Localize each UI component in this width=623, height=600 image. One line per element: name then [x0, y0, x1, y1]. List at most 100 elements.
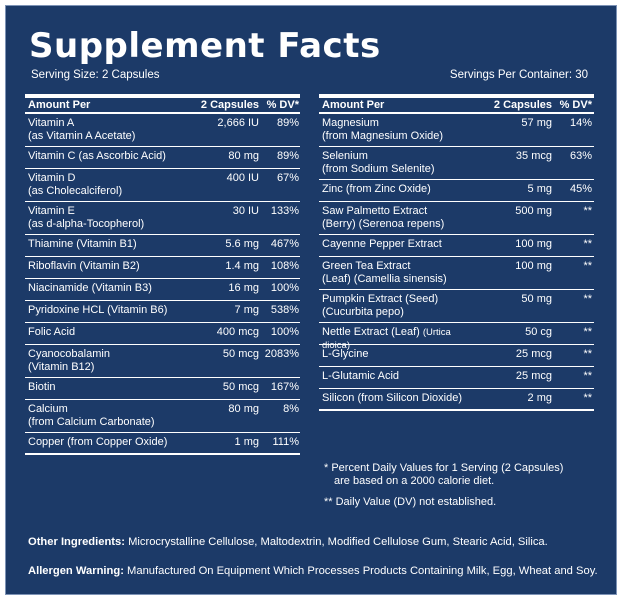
nutrient-amount: 50 mg	[521, 293, 552, 305]
header-dv: % DV*	[266, 99, 299, 111]
nutrient-name-text: Niacinamide (Vitamin B3)	[28, 282, 152, 294]
nutrient-row: Vitamin E (as d-alpha-Tocopherol) 30 IU 133…	[25, 202, 300, 235]
nutrient-row: Copper (from Copper Oxide) 1 mg 111%	[25, 433, 300, 455]
nutrient-row: Thiamine (Vitamin B1) 5.6 mg 467%	[25, 235, 300, 257]
nutrient-row: Folic Acid 400 mcg 100%	[25, 323, 300, 345]
allergen-warning-text: Manufactured On Equipment Which Processe…	[127, 565, 598, 577]
nutrient-name: Selenium (from Sodium Selenite)	[319, 150, 472, 176]
nutrient-name: Pyridoxine HCL (Vitamin B6)	[25, 304, 183, 317]
nutrient-name-text: L-Glutamic Acid	[322, 370, 400, 382]
nutrient-name: Vitamin D (as Cholecalciferol)	[25, 172, 183, 198]
nutrient-dv: 167%	[270, 381, 299, 393]
nutrient-dv: 89%	[276, 117, 299, 129]
nutrient-dv: **	[583, 348, 592, 360]
nutrient-name-text: Vitamin E	[28, 205, 75, 217]
nutrient-amount: 80 mg	[228, 150, 259, 162]
nutrient-name: Niacinamide (Vitamin B3)	[25, 282, 183, 295]
nutrient-dv: **	[583, 260, 592, 272]
nutrient-name: Vitamin E (as d-alpha-Tocopherol)	[25, 205, 183, 231]
nutrient-name: Nettle Extract (Leaf) (Urtica dioica)	[319, 326, 472, 352]
nutrient-name: Zinc (from Zinc Oxide)	[319, 183, 472, 196]
nutrient-source: (as Cholecalciferol)	[28, 185, 123, 197]
nutrient-dv: 89%	[276, 150, 299, 162]
nutrient-dv: **	[583, 205, 592, 217]
nutrient-row: Saw Palmetto Extract (Berry) (Serenoa rep…	[319, 202, 594, 235]
nutrient-name-text: Vitamin C (as Ascorbic Acid)	[28, 150, 166, 162]
allergen-warning-label: Allergen Warning:	[28, 565, 124, 577]
nutrient-dv: 14%	[569, 117, 592, 129]
nutrient-dv: 111%	[272, 436, 299, 448]
nutrient-name-latin: (Urtica dioica)	[322, 327, 451, 351]
nutrient-row: Zinc (from Zinc Oxide) 5 mg 45%	[319, 180, 594, 202]
serving-size: Serving Size: 2 Capsules	[31, 69, 160, 81]
footnote-percent-dv-line1: * Percent Daily Values for 1 Serving (2 …	[324, 462, 564, 474]
nutrient-amount: 2 mg	[527, 392, 552, 404]
nutrient-name: Vitamin C (as Ascorbic Acid)	[25, 150, 183, 163]
nutrient-name: Copper (from Copper Oxide)	[25, 436, 183, 449]
nutrient-amount: 57 mg	[521, 117, 552, 129]
nutrient-name-text: Pumpkin Extract (Seed)	[322, 293, 439, 305]
nutrient-row: Nettle Extract (Leaf) (Urtica dioica) 50 c…	[319, 323, 594, 351]
header-dv: % DV*	[559, 99, 592, 111]
nutrient-name: Saw Palmetto Extract (Berry) (Serenoa rep…	[319, 205, 472, 231]
nutrient-name-text: Saw Palmetto Extract	[322, 205, 428, 217]
nutrient-dv: **	[583, 392, 592, 404]
nutrient-source: (Cucurbita pepo)	[322, 306, 404, 318]
nutrient-source: (from Magnesium Oxide)	[322, 130, 444, 142]
nutrient-amount: 1 mg	[234, 436, 259, 448]
nutrient-name-text: Cyanocobalamin	[28, 348, 110, 360]
nutrient-row: Vitamin A (as Vitamin A Acetate) 2,666 IU 8…	[25, 114, 300, 147]
nutrient-amount: 50 mcg	[222, 348, 259, 360]
nutrient-name: Thiamine (Vitamin B1)	[25, 238, 183, 251]
nutrient-name-text: Nettle Extract (Leaf)	[322, 326, 420, 338]
other-ingredients: Other Ingredients: Microcrystalline Cell…	[28, 535, 548, 549]
nutrient-source: (Leaf) (Camellia sinensis)	[322, 273, 447, 285]
nutrient-name: L-Glutamic Acid	[319, 370, 472, 383]
nutrient-amount: 2,666 IU	[217, 117, 259, 129]
nutrient-row: Biotin 50 mcg 167%	[25, 378, 300, 400]
nutrient-name-text: Green Tea Extract	[322, 260, 411, 272]
nutrient-row: Cyanocobalamin (Vitamin B12) 50 mcg 2083%	[25, 345, 300, 378]
nutrient-amount: 30 IU	[232, 205, 259, 217]
nutrient-name-text: Vitamin A	[28, 117, 75, 129]
other-ingredients-text: Microcrystalline Cellulose, Maltodextrin…	[128, 536, 548, 548]
footnote-dv-not-established: ** Daily Value (DV) not established.	[324, 496, 497, 508]
nutrient-amount: 50 mcg	[222, 381, 259, 393]
nutrient-dv: 100%	[270, 282, 299, 294]
nutrient-dv: 8%	[283, 403, 299, 415]
nutrient-row: Green Tea Extract (Leaf) (Camellia sinens…	[319, 257, 594, 290]
nutrient-name-text: L-Glycine	[322, 348, 369, 360]
nutrient-name-text: Cayenne Pepper Extract	[322, 238, 442, 250]
nutrient-name-text: Magnesium	[322, 117, 379, 129]
nutrient-name: Magnesium (from Magnesium Oxide)	[319, 117, 472, 143]
nutrient-dv: 45%	[569, 183, 592, 195]
nutrient-dv: 2083%	[264, 348, 299, 360]
nutrient-row: Selenium (from Sodium Selenite) 35 mcg 63%	[319, 147, 594, 180]
right-rows: Magnesium (from Magnesium Oxide) 57 mg 14% S…	[319, 114, 594, 411]
left-column-header: Amount Per 2 Capsules % DV*	[25, 94, 300, 114]
nutrient-amount: 5.6 mg	[225, 238, 259, 250]
nutrient-name: Silicon (from Silicon Dioxide)	[319, 392, 472, 405]
nutrient-dv: **	[583, 326, 592, 338]
nutrient-name-text: Pyridoxine HCL (Vitamin B6)	[28, 304, 168, 316]
nutrient-dv: **	[583, 238, 592, 250]
nutrient-amount: 500 mg	[515, 205, 552, 217]
page-title: Supplement Facts	[29, 26, 381, 66]
left-rows: Vitamin A (as Vitamin A Acetate) 2,666 IU 8…	[25, 114, 300, 455]
nutrient-name: Folic Acid	[25, 326, 183, 339]
nutrient-source: (from Sodium Selenite)	[322, 163, 435, 175]
nutrient-name: Calcium (from Calcium Carbonate)	[25, 403, 183, 429]
nutrient-dv: 67%	[276, 172, 299, 184]
nutrient-dv: 63%	[569, 150, 592, 162]
nutrient-amount: 35 mcg	[515, 150, 552, 162]
nutrient-row: Niacinamide (Vitamin B3) 16 mg 100%	[25, 279, 300, 301]
nutrient-row: Silicon (from Silicon Dioxide) 2 mg **	[319, 389, 594, 411]
nutrient-name: L-Glycine	[319, 348, 472, 361]
right-column-header: Amount Per 2 Capsules % DV*	[319, 94, 594, 114]
footnote-percent-dv: * Percent Daily Values for 1 Serving (2 …	[324, 462, 604, 488]
nutrient-name-text: Silicon (from Silicon Dioxide)	[322, 392, 462, 404]
nutrient-amount: 25 mcg	[515, 370, 552, 382]
nutrient-amount: 1.4 mg	[225, 260, 259, 272]
nutrient-dv: **	[583, 370, 592, 382]
nutrient-row: L-Glycine 25 mcg **	[319, 345, 594, 367]
